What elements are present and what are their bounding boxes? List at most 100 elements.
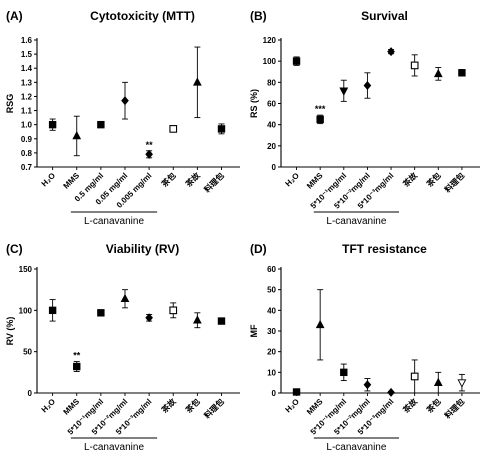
- chart-title: Survival: [361, 9, 408, 23]
- y-tick-label: 0.9: [21, 135, 33, 144]
- data-point: [169, 125, 178, 133]
- data-point: [193, 77, 202, 86]
- data-point: [433, 377, 443, 386]
- group-label: L-canavanine: [84, 442, 144, 453]
- y-tick-label: 1.3: [21, 78, 33, 87]
- y-tick-label: 40: [267, 121, 276, 130]
- data-point: [315, 319, 325, 329]
- y-tick-label: 0: [272, 163, 277, 172]
- x-tick-label: 料理包: [202, 396, 226, 420]
- y-tick-label: 0: [28, 389, 33, 398]
- panel-label: (B): [250, 9, 267, 23]
- y-tick-label: 10: [267, 368, 276, 377]
- y-tick-label: 0: [272, 389, 277, 398]
- panel-label: (D): [250, 242, 267, 256]
- x-tick-label: H₂O: [284, 397, 301, 414]
- data-point: [217, 125, 226, 133]
- data-point: [316, 115, 324, 124]
- x-tick-label: MMS: [62, 171, 82, 191]
- y-tick-label: 40: [267, 306, 276, 315]
- data-point: [145, 313, 153, 323]
- data-point: [387, 47, 395, 57]
- x-tick-label: MMS: [62, 397, 82, 417]
- y-tick-label: 0.8: [21, 149, 33, 158]
- data-point: [292, 57, 301, 65]
- data-point: [410, 372, 419, 381]
- x-tick-label: 料理包: [442, 170, 466, 194]
- data-point: [340, 368, 348, 377]
- x-tick-label: 料理包: [442, 396, 466, 420]
- data-point: [339, 87, 349, 96]
- data-point: [410, 61, 419, 70]
- data-point: [97, 309, 105, 317]
- x-tick-label: MMS: [305, 397, 325, 417]
- y-tick-label: 1.1: [21, 107, 33, 116]
- significance-annotation: **: [146, 140, 154, 150]
- data-point: [193, 315, 202, 324]
- x-tick-label: 茶故: [400, 170, 420, 190]
- x-tick-label: H₂O: [40, 397, 57, 414]
- data-point: [48, 120, 57, 129]
- y-tick-label: 100: [263, 57, 277, 66]
- data-point: [457, 379, 467, 388]
- y-tick-label: 1.0: [21, 121, 33, 130]
- y-tick-label: 50: [23, 348, 32, 357]
- group-label: L-canavanine: [84, 216, 144, 227]
- y-axis-label: RSG: [5, 94, 15, 114]
- data-point: [97, 120, 105, 129]
- y-tick-label: 20: [267, 348, 276, 357]
- panel-label: (A): [6, 9, 23, 23]
- chart-title: Viability (RV): [106, 242, 180, 256]
- significance-annotation: ***: [315, 104, 326, 114]
- y-tick-label: 60: [267, 265, 276, 274]
- data-point: [48, 306, 57, 315]
- x-tick-label: 茶故: [159, 396, 179, 416]
- y-tick-label: 80: [267, 78, 276, 87]
- data-point: [387, 387, 395, 397]
- chart-title: TFT resistance: [342, 242, 427, 256]
- x-tick-label: 茶故: [183, 170, 203, 190]
- y-tick-label: 1.6: [21, 36, 33, 45]
- data-point: [145, 149, 153, 159]
- y-tick-label: 150: [19, 265, 33, 274]
- y-axis-label: MF: [249, 324, 259, 337]
- y-tick-label: 120: [263, 36, 277, 45]
- data-point: [120, 293, 130, 303]
- y-tick-label: 100: [19, 306, 33, 315]
- y-tick-label: 0.7: [21, 163, 33, 172]
- y-tick-label: 20: [267, 142, 276, 151]
- data-point: [73, 362, 81, 371]
- group-label: L-canavanine: [326, 442, 386, 453]
- y-tick-label: 1.5: [21, 50, 33, 59]
- data-point: [433, 68, 443, 78]
- data-point: [217, 317, 226, 325]
- x-tick-label: 茶包: [424, 170, 443, 189]
- data-point: [363, 380, 372, 390]
- chart-title: Cytotoxicity (MTT): [90, 9, 195, 23]
- x-tick-label: 茶包: [424, 396, 443, 415]
- x-tick-label: H₂O: [40, 171, 57, 188]
- x-tick-label: 茶包: [159, 170, 178, 189]
- y-tick-label: 50: [267, 286, 276, 295]
- group-label: L-canavanine: [326, 216, 386, 227]
- data-point: [72, 130, 82, 140]
- y-tick-label: 1.4: [21, 64, 33, 73]
- panel-label: (C): [6, 242, 23, 256]
- chart-panel: (A) Cytotoxicity (MTT) 0.7 0.8 0.9 1.0 1.1 1.2 1…: [5, 9, 240, 227]
- data-point: [363, 80, 372, 91]
- y-tick-label: 30: [267, 327, 276, 336]
- y-axis-label: RS (%): [249, 89, 259, 118]
- significance-annotation: **: [73, 351, 81, 361]
- x-tick-label: 料理包: [202, 170, 226, 194]
- data-point: [458, 69, 466, 77]
- y-axis-label: RV (%): [5, 317, 15, 346]
- y-tick-label: 60: [267, 100, 276, 109]
- x-tick-label: H₂O: [284, 171, 301, 188]
- data-point: [169, 306, 178, 315]
- y-tick-label: 1.2: [21, 92, 33, 101]
- x-tick-label: MMS: [305, 171, 325, 191]
